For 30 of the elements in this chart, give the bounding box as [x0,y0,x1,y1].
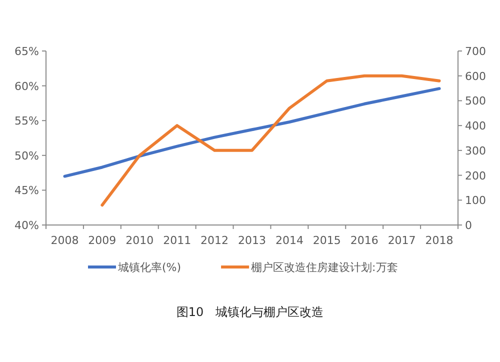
y-tick-label: 45% [14,184,39,198]
y2-tick-label: 100 [465,194,486,208]
line-series [100,74,441,207]
x-tick-label: 2017 [388,234,416,247]
legend-label: 城镇化率(%) [117,261,182,274]
x-tick-label: 2010 [126,234,154,247]
text: 图10 城镇化与棚户区改造 [176,305,324,319]
legend-label: 棚户区改造住房建设计划:万套 [251,261,398,274]
x-tick-label: 2012 [200,234,229,247]
y-tick-label: 65% [14,45,39,58]
y-tick-label: 55% [14,114,39,128]
x-tick-label: 2008 [50,234,79,247]
line-series [63,87,441,178]
y2-tick-label: 500 [465,94,486,108]
y-tick-label: 40% [14,219,39,232]
x-tick-label: 2016 [350,234,378,247]
y2-tick-label: 700 [465,45,486,58]
y-tick-label: 60% [14,80,39,93]
x-tick-label: 2013 [238,234,266,247]
x-tick-label: 2018 [425,234,454,247]
y2-tick-label: 200 [465,169,486,182]
x-tick-label: 2009 [88,234,116,247]
y2-tick-label: 600 [465,70,486,83]
y2-tick-label: 0 [465,219,472,232]
y2-tick-label: 400 [465,120,486,133]
x-tick-label: 2011 [163,234,192,247]
y2-tick-label: 300 [465,144,486,158]
x-tick-label: 2014 [275,234,304,247]
y-tick-label: 50% [14,149,39,162]
x-tick-label: 2015 [312,234,341,247]
